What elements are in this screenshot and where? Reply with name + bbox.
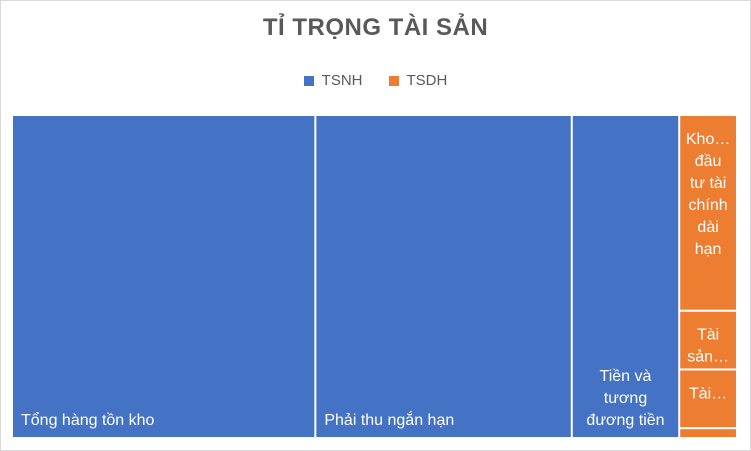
tile-tien-va-tuong-duong-tien	[572, 116, 679, 437]
tile-tai-san-tsdh-label-1: Tài	[697, 327, 719, 344]
tile-tong-hang-ton-kho-label: Tổng hàng tồn kho	[21, 411, 155, 429]
tile-tong-hang-ton-kho	[13, 116, 315, 437]
legend-swatch-tsnh	[303, 75, 314, 86]
tile-tien-va-tuong-duong-tien-label-1: Tiền và	[600, 368, 652, 385]
legend: TSNH TSDH	[0, 72, 751, 89]
tile-kho-dau-tu-tai-chinh-dai-han-tsdh-label-4: chính	[689, 197, 728, 214]
tile-kho-dau-tu-tai-chinh-dai-han-tsdh-label-6: hạn	[695, 241, 722, 258]
chart-title: TỈ TRỌNG TÀI SẢN	[262, 14, 489, 41]
legend-item-tsnh: TSNH	[303, 72, 363, 89]
tile-tai-tsdh	[680, 370, 736, 428]
tile-kho-dau-tu-tai-chinh-dai-han-tsdh-label-2: đầu	[695, 153, 722, 170]
tile-kho-dau-tu-tai-chinh-dai-han-tsdh-label-5: dài	[697, 219, 718, 236]
tile-phai-thu-ngan-han	[316, 116, 571, 437]
tile-phai-thu-ngan-han-label: Phải thu ngắn hạn	[324, 410, 454, 429]
tile-tien-va-tuong-duong-tien-label-3: đương tiền	[586, 412, 664, 429]
tile-tai-tsdh-label-1: Tài…	[689, 385, 727, 402]
tile-tien-va-tuong-duong-tien-label-2: tương	[604, 390, 647, 407]
tile-kho-dau-tu-tai-chinh-dai-han-tsdh	[680, 116, 736, 310]
tile-tai-san-tsdh	[680, 311, 736, 369]
tile-tile-tsdh	[680, 429, 736, 437]
tile-tai-san-tsdh-label-2: sản…	[687, 349, 729, 366]
legend-swatch-tsdh	[388, 75, 399, 86]
legend-item-tsdh: TSDH	[388, 72, 448, 89]
legend-label-tsnh: TSNH	[321, 72, 363, 89]
tile-kho-dau-tu-tai-chinh-dai-han-tsdh-label-3: tư tài	[690, 175, 727, 192]
tile-kho-dau-tu-tai-chinh-dai-han-tsdh-label-1: Kho…	[686, 131, 730, 148]
legend-label-tsdh: TSDH	[406, 72, 448, 89]
